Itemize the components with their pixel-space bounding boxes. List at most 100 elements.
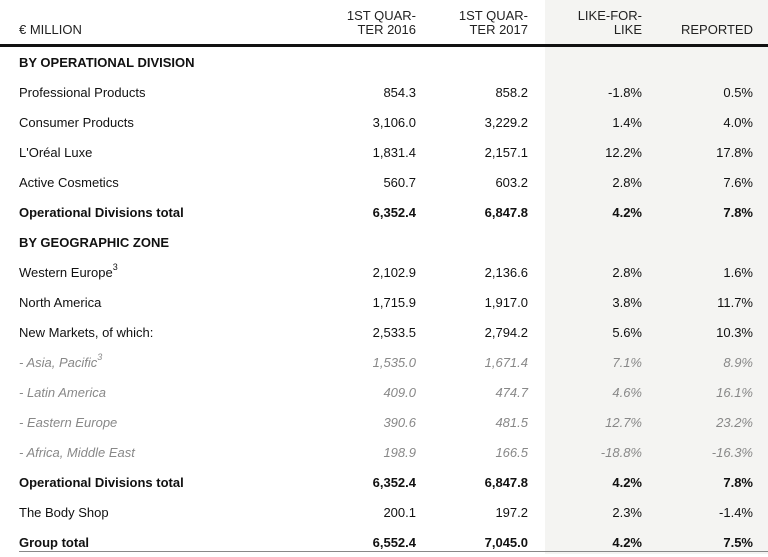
header-million: € MILLION xyxy=(19,22,82,37)
cell-lfl: 2.8% xyxy=(612,174,642,190)
cell-q2017: 6,847.8 xyxy=(484,474,528,490)
cell-q2017: 2,136.6 xyxy=(484,264,528,280)
table-row-sub: - Eastern Europe 390.6 481.5 12.7% 23.2% xyxy=(0,407,768,437)
section-title: BY OPERATIONAL DIVISION xyxy=(19,54,195,70)
cell-q2016: 390.6 xyxy=(383,414,416,430)
section-geographic: BY GEOGRAPHIC ZONE xyxy=(0,227,768,257)
cell-q2017: 603.2 xyxy=(495,174,528,190)
row-label: - Asia, Pacific3 xyxy=(0,347,245,377)
cell-reported: 0.5% xyxy=(723,84,753,100)
cell-lfl: 12.7% xyxy=(605,414,642,430)
cell-q2017: 7,045.0 xyxy=(484,534,528,550)
cell-q2016: 6,352.4 xyxy=(372,474,416,490)
cell-lfl: -18.8% xyxy=(600,444,642,460)
cell-q2017: 197.2 xyxy=(495,504,528,520)
cell-q2016: 2,102.9 xyxy=(372,264,416,280)
cell-reported: 7.8% xyxy=(723,474,753,490)
table-row: L'Oréal Luxe 1,831.4 2,157.1 12.2% 17.8% xyxy=(0,137,768,167)
section-title: BY GEOGRAPHIC ZONE xyxy=(19,234,170,250)
table-row-sub: - Africa, Middle East 198.9 166.5 -18.8%… xyxy=(0,437,768,467)
row-label: - Africa, Middle East xyxy=(19,444,135,460)
cell-q2016: 200.1 xyxy=(383,504,416,520)
cell-q2017: 2,794.2 xyxy=(484,324,528,340)
cell-reported: 7.6% xyxy=(723,174,753,190)
cell-reported: 23.2% xyxy=(716,414,753,430)
cell-q2016: 2,533.5 xyxy=(372,324,416,340)
row-label: Active Cosmetics xyxy=(19,174,119,190)
cell-q2017: 1,917.0 xyxy=(484,294,528,310)
cell-q2016: 1,715.9 xyxy=(372,294,416,310)
footnote-marker: 3 xyxy=(112,262,118,273)
cell-lfl: 4.2% xyxy=(612,474,642,490)
table-row-sub: - Asia, Pacific3 1,535.0 1,671.4 7.1% 8.… xyxy=(0,347,768,377)
cell-q2017: 3,229.2 xyxy=(484,114,528,130)
section-operational: BY OPERATIONAL DIVISION xyxy=(0,47,768,77)
table-row: Western Europe3 2,102.9 2,136.6 2.8% 1.6… xyxy=(0,257,768,287)
row-label: Operational Divisions total xyxy=(19,474,184,490)
table-row: New Markets, of which: 2,533.5 2,794.2 5… xyxy=(0,317,768,347)
row-label: - Eastern Europe xyxy=(19,414,118,430)
cell-reported: 16.1% xyxy=(716,384,753,400)
cell-q2016: 198.9 xyxy=(383,444,416,460)
table-row-total: Operational Divisions total 6,352.4 6,84… xyxy=(0,197,768,227)
row-label: New Markets, of which: xyxy=(19,324,154,340)
cell-reported: -1.4% xyxy=(719,504,753,520)
row-label: L'Oréal Luxe xyxy=(19,144,93,160)
header-like-for-like: LIKE-FOR- LIKE xyxy=(535,0,649,46)
cell-q2016: 6,552.4 xyxy=(372,534,416,550)
header-q1-2016-line2: TER 2016 xyxy=(357,22,416,37)
row-label: Consumer Products xyxy=(19,114,134,130)
cell-lfl: 4.2% xyxy=(612,534,642,550)
row-label: Operational Divisions total xyxy=(19,204,184,220)
table-row: North America 1,715.9 1,917.0 3.8% 11.7% xyxy=(0,287,768,317)
header-q1-2017-line2: TER 2017 xyxy=(469,22,528,37)
cell-lfl: 5.6% xyxy=(612,324,642,340)
header-lfl-line2: LIKE xyxy=(613,22,642,37)
table-row-group-total: Group total 6,552.4 7,045.0 4.2% 7.5% xyxy=(0,527,768,557)
header-lfl-line1: LIKE-FOR- xyxy=(577,8,642,23)
cell-reported: 7.8% xyxy=(723,204,753,220)
row-label: North America xyxy=(19,294,102,310)
cell-q2017: 6,847.8 xyxy=(484,204,528,220)
header-q1-2016: 1ST QUAR- TER 2016 xyxy=(245,0,423,46)
cell-lfl: 3.8% xyxy=(612,294,642,310)
row-label: Professional Products xyxy=(19,84,146,100)
cell-reported: 7.5% xyxy=(723,534,753,550)
cell-q2016: 409.0 xyxy=(383,384,416,400)
cell-reported: 11.7% xyxy=(717,294,753,310)
header-reported: REPORTED xyxy=(681,22,753,37)
cell-lfl: 7.1% xyxy=(612,354,642,370)
cell-reported: -16.3% xyxy=(711,444,753,460)
cell-reported: 1.6% xyxy=(723,264,753,280)
cell-q2016: 560.7 xyxy=(383,174,416,190)
cell-reported: 8.9% xyxy=(723,354,753,370)
cell-q2016: 854.3 xyxy=(383,84,416,100)
header-row: € MILLION 1ST QUAR- TER 2016 1ST QUAR- TER… xyxy=(0,0,768,46)
row-label-text: - Asia, Pacific xyxy=(19,354,98,370)
cell-lfl: 4.2% xyxy=(612,204,642,220)
cell-q2017: 474.7 xyxy=(495,384,528,400)
cell-reported: 4.0% xyxy=(723,114,753,130)
cell-reported: 17.8% xyxy=(716,144,753,160)
header-q1-2017-line1: 1ST QUAR- xyxy=(458,8,528,23)
row-label: Western Europe3 xyxy=(0,257,245,287)
row-label: Group total xyxy=(19,534,90,550)
cell-q2017: 166.5 xyxy=(495,444,528,460)
bottom-rule xyxy=(19,551,768,552)
cell-q2017: 858.2 xyxy=(495,84,528,100)
cell-lfl: 1.4% xyxy=(612,114,642,130)
row-label-text: Western Europe xyxy=(19,264,113,280)
footnote-marker: 3 xyxy=(97,352,103,363)
cell-q2017: 1,671.4 xyxy=(484,354,528,370)
table-row: Active Cosmetics 560.7 603.2 2.8% 7.6% xyxy=(0,167,768,197)
cell-q2017: 481.5 xyxy=(495,414,528,430)
table-row: Consumer Products 3,106.0 3,229.2 1.4% 4… xyxy=(0,107,768,137)
cell-lfl: -1.8% xyxy=(608,84,642,100)
cell-lfl: 12.2% xyxy=(605,144,642,160)
header-q1-2016-line1: 1ST QUAR- xyxy=(346,8,416,23)
row-label: The Body Shop xyxy=(19,504,109,520)
cell-lfl: 2.3% xyxy=(612,504,642,520)
cell-reported: 10.3% xyxy=(716,324,753,340)
like-for-like-reported-shading xyxy=(545,0,768,554)
